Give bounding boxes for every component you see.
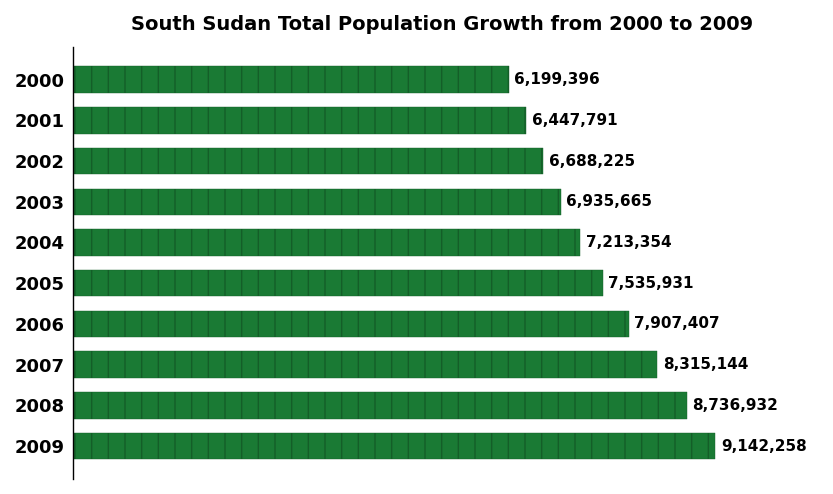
Text: 7,907,407: 7,907,407 [635, 317, 720, 331]
Text: 9,142,258: 9,142,258 [721, 439, 807, 453]
Bar [73, 392, 687, 418]
Title: South Sudan Total Population Growth from 2000 to 2009: South Sudan Total Population Growth from… [131, 15, 753, 34]
Bar [73, 148, 543, 174]
Text: 6,199,396: 6,199,396 [515, 72, 600, 87]
Bar [73, 229, 580, 256]
Bar [73, 66, 509, 93]
Text: 8,315,144: 8,315,144 [663, 357, 748, 372]
Bar [73, 270, 602, 296]
Text: 6,935,665: 6,935,665 [566, 194, 652, 209]
Bar [73, 311, 629, 337]
Text: 8,736,932: 8,736,932 [692, 398, 779, 413]
Text: 7,535,931: 7,535,931 [608, 276, 694, 290]
Text: 6,447,791: 6,447,791 [531, 113, 617, 128]
Bar [73, 107, 526, 133]
Text: 7,213,354: 7,213,354 [586, 235, 671, 250]
Bar [73, 189, 561, 215]
Bar [73, 433, 716, 459]
Text: 6,688,225: 6,688,225 [549, 154, 635, 168]
Bar [73, 351, 657, 378]
